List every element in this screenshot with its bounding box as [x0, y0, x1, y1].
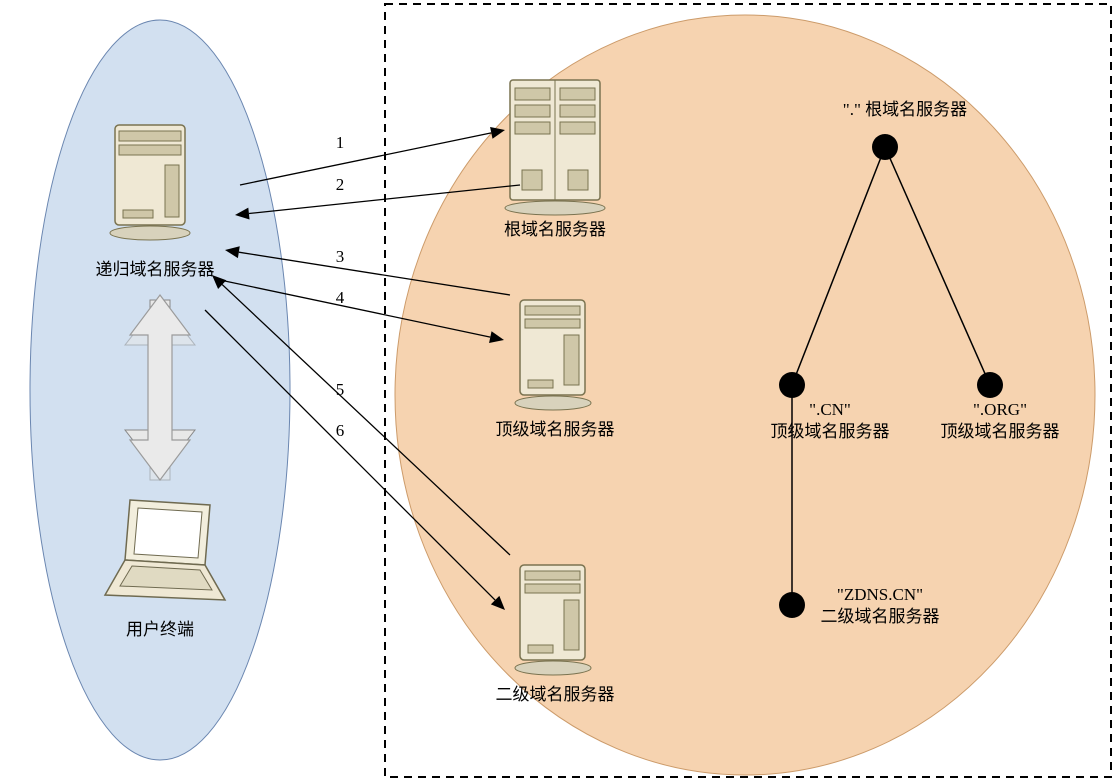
tree-cn-label-1: ".CN" — [809, 400, 851, 419]
arrow-number: 4 — [336, 288, 345, 307]
root-server-icon — [505, 80, 605, 215]
tree-root-label: "." 根域名服务器 — [843, 100, 967, 119]
recursive-server-icon — [110, 125, 190, 240]
tree-cn-label-2: 顶级域名服务器 — [771, 422, 890, 441]
arrow-number: 6 — [336, 421, 345, 440]
tree-node-zdns — [779, 592, 805, 618]
recursive-server-label: 递归域名服务器 — [96, 260, 215, 279]
tree-node-root — [872, 134, 898, 160]
tree-org-label-1: ".ORG" — [973, 400, 1027, 419]
tld-server-label: 顶级域名服务器 — [496, 420, 615, 439]
tree-zdns-label-2: 二级域名服务器 — [821, 607, 940, 626]
arrow-number: 5 — [336, 380, 345, 399]
tree-zdns-label-1: "ZDNS.CN" — [837, 585, 923, 604]
tree-node-org — [977, 372, 1003, 398]
user-terminal-label: 用户终端 — [126, 620, 194, 639]
tree-node-cn — [779, 372, 805, 398]
sld-server-icon — [515, 565, 591, 675]
arrow-number: 1 — [336, 133, 345, 152]
tld-server-icon — [515, 300, 591, 410]
arrow-number: 3 — [336, 247, 345, 266]
root-server-label: 根域名服务器 — [504, 220, 606, 239]
sld-server-label: 二级域名服务器 — [496, 685, 615, 704]
arrow-number: 2 — [336, 175, 345, 194]
tree-org-label-2: 顶级域名服务器 — [941, 422, 1060, 441]
